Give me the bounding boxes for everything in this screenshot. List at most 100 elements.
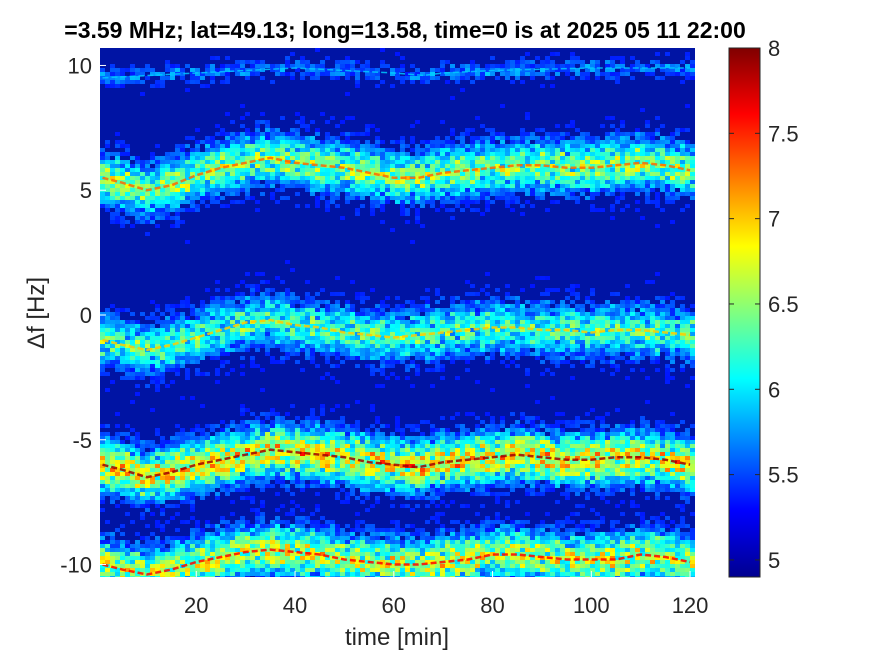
- heat-cell: [310, 436, 315, 440]
- heat-cell: [340, 332, 345, 336]
- heat-cell: [280, 324, 285, 328]
- heat-cell: [335, 292, 340, 296]
- heat-cell: [210, 196, 215, 200]
- heat-cell: [140, 544, 145, 548]
- heat-cell: [420, 324, 425, 328]
- heat-cell: [275, 420, 280, 424]
- heat-cell: [175, 552, 180, 556]
- heat-cell: [300, 320, 305, 324]
- heat-cell: [350, 280, 355, 284]
- heat-cell: [300, 156, 305, 160]
- heat-cell: [445, 540, 450, 544]
- heat-cell: [175, 220, 180, 224]
- heat-cell: [300, 308, 305, 312]
- heat-cell: [205, 548, 210, 552]
- heat-cell: [280, 196, 285, 200]
- heat-cell: [105, 572, 110, 576]
- heat-cell: [170, 492, 175, 496]
- heat-cell: [180, 364, 185, 368]
- heat-cell: [220, 152, 225, 156]
- heat-cell: [205, 456, 210, 460]
- heat-cell: [210, 336, 215, 340]
- heat-cell: [285, 56, 290, 60]
- heat-cell: [110, 568, 115, 572]
- heat-cell: [200, 448, 205, 452]
- heat-cell: [230, 344, 235, 348]
- heat-cell: [435, 540, 440, 544]
- heat-cell: [310, 536, 315, 540]
- heat-cell: [315, 176, 320, 180]
- heat-cell: [210, 188, 215, 192]
- heat-cell: [295, 484, 300, 488]
- heat-cell: [295, 336, 300, 340]
- heat-cell: [440, 332, 445, 336]
- heat-cell: [320, 332, 325, 336]
- heat-cell: [195, 344, 200, 348]
- heat-cell: [135, 204, 140, 208]
- heat-cell: [135, 576, 140, 577]
- heat-cell: [455, 136, 460, 140]
- heat-cell: [135, 160, 140, 164]
- heat-cell: [330, 460, 335, 464]
- heat-cell: [195, 428, 200, 432]
- heat-cell: [375, 480, 380, 484]
- heat-cell: [200, 444, 205, 448]
- heat-cell: [355, 448, 360, 452]
- heat-cell: [155, 212, 160, 216]
- heat-cell: [420, 340, 425, 344]
- heat-cell: [385, 444, 390, 448]
- heat-cell: [125, 172, 130, 176]
- heat-cell: [145, 372, 150, 376]
- heat-cell: [300, 336, 305, 340]
- heat-cell: [375, 536, 380, 540]
- heat-cell: [375, 324, 380, 328]
- heat-cell: [440, 444, 445, 448]
- heat-cell: [130, 348, 135, 352]
- heat-cell: [425, 348, 430, 352]
- heat-cell: [215, 152, 220, 156]
- heat-cell: [200, 188, 205, 192]
- heat-cell: [270, 572, 275, 576]
- heat-cell: [140, 168, 145, 172]
- heat-cell: [310, 144, 315, 148]
- heat-cell: [430, 328, 435, 332]
- heat-cell: [145, 480, 150, 484]
- heat-cell: [115, 452, 120, 456]
- heat-cell: [180, 336, 185, 340]
- heat-cell: [320, 308, 325, 312]
- heat-cell: [380, 356, 385, 360]
- heat-cell: [140, 92, 145, 96]
- heat-cell: [340, 544, 345, 548]
- heat-cell: [335, 572, 340, 576]
- heat-cell: [390, 536, 395, 540]
- heat-cell: [170, 324, 175, 328]
- heat-cell: [370, 180, 375, 184]
- heat-cell: [375, 192, 380, 196]
- heat-cell: [240, 308, 245, 312]
- heat-cell: [240, 324, 245, 328]
- heat-cell: [255, 364, 260, 368]
- heat-cell: [245, 424, 250, 428]
- heat-cell: [315, 312, 320, 316]
- heat-cell: [350, 140, 355, 144]
- heat-cell: [215, 464, 220, 468]
- heat-cell: [350, 324, 355, 328]
- heat-cell: [435, 528, 440, 532]
- heat-cell: [425, 172, 430, 176]
- heat-cell: [305, 464, 310, 468]
- heat-cell: [170, 368, 175, 372]
- heat-cell: [320, 468, 325, 472]
- heat-cell: [240, 468, 245, 472]
- heat-cell: [300, 164, 305, 168]
- heat-cell: [265, 136, 270, 140]
- heat-cell: [130, 364, 135, 368]
- heat-cell: [225, 488, 230, 492]
- heat-cell: [360, 316, 365, 320]
- heat-cell: [445, 440, 450, 444]
- heat-cell: [170, 460, 175, 464]
- heat-cell: [445, 436, 450, 440]
- heat-cell: [180, 460, 185, 464]
- heat-cell: [390, 556, 395, 560]
- heat-cell: [445, 548, 450, 552]
- heat-cell: [155, 184, 160, 188]
